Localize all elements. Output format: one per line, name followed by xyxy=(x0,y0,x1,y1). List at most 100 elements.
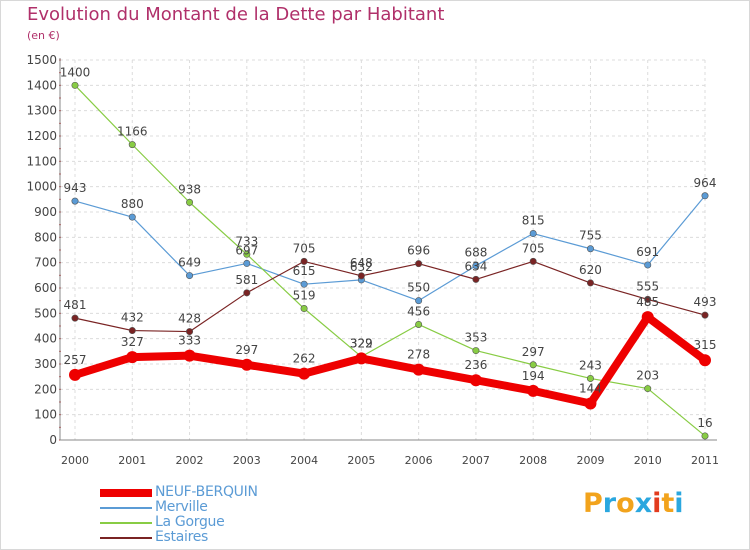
point-merville xyxy=(472,262,480,270)
point-estaires xyxy=(243,289,251,297)
legend-label-merville: Merville xyxy=(155,499,208,515)
data-label-neuf-berquin: 485 xyxy=(636,295,659,309)
logo-letter: i xyxy=(652,488,662,519)
data-label-neuf-berquin: 297 xyxy=(235,343,258,357)
data-label-neuf-berquin: 257 xyxy=(64,353,87,367)
point-la-gorgue xyxy=(128,141,136,149)
data-label-la-gorgue: 456 xyxy=(407,304,430,318)
data-label-neuf-berquin: 262 xyxy=(293,352,316,366)
chart-subtitle: (en €) xyxy=(27,29,60,42)
y-tick-label: 500 xyxy=(34,306,57,320)
point-neuf-berquin xyxy=(412,363,425,376)
logo-letter: t xyxy=(661,488,675,519)
data-label-merville: 632 xyxy=(350,260,373,274)
point-estaires xyxy=(300,257,308,265)
y-tick-label: 800 xyxy=(34,230,57,244)
data-label-la-gorgue: 329 xyxy=(350,337,373,351)
point-merville xyxy=(529,230,537,238)
point-estaires xyxy=(128,327,136,335)
point-la-gorgue xyxy=(415,320,423,328)
data-label-merville: 815 xyxy=(522,214,545,228)
x-tick-label: 2001 xyxy=(118,454,146,467)
legend-label-neuf-berquin: NEUF-BERQUIN xyxy=(155,484,258,500)
data-label-la-gorgue: 519 xyxy=(293,289,316,303)
data-label-estaires: 634 xyxy=(464,259,487,273)
y-tick-label: 900 xyxy=(34,205,57,219)
y-tick-label: 700 xyxy=(34,256,57,270)
point-neuf-berquin xyxy=(240,358,253,371)
legend-swatch-merville xyxy=(100,507,152,509)
data-label-estaires: 705 xyxy=(522,241,545,255)
data-label-la-gorgue: 297 xyxy=(522,345,545,359)
point-estaires xyxy=(586,279,594,287)
y-tick-label: 100 xyxy=(34,408,57,422)
logo-letter: P xyxy=(583,488,603,519)
point-estaires xyxy=(644,295,652,303)
legend-swatch-neuf-berquin xyxy=(100,489,152,497)
data-label-estaires: 555 xyxy=(636,279,659,293)
logo-letter: i xyxy=(674,488,684,519)
point-estaires xyxy=(701,311,709,319)
point-merville xyxy=(186,272,194,280)
chart-title: Evolution du Montant de la Dette par Hab… xyxy=(27,4,445,25)
point-la-gorgue xyxy=(300,305,308,313)
y-tick-label: 1300 xyxy=(26,104,57,118)
legend-label-la-gorgue: La Gorgue xyxy=(155,514,225,530)
plot-area xyxy=(60,60,707,440)
data-label-merville: 943 xyxy=(64,181,87,195)
data-label-estaires: 620 xyxy=(579,263,602,277)
point-merville xyxy=(300,280,308,288)
data-label-estaires: 648 xyxy=(350,256,373,270)
data-label-la-gorgue: 353 xyxy=(464,331,487,345)
point-neuf-berquin xyxy=(699,354,711,367)
point-neuf-berquin xyxy=(584,397,597,410)
data-label-neuf-berquin: 194 xyxy=(522,369,545,383)
point-neuf-berquin xyxy=(126,351,139,364)
x-tick-label: 2006 xyxy=(405,454,433,467)
data-label-neuf-berquin: 333 xyxy=(178,334,201,348)
point-la-gorgue xyxy=(71,81,79,89)
data-label-neuf-berquin: 327 xyxy=(121,335,144,349)
point-la-gorgue xyxy=(472,347,480,355)
series-line-estaires xyxy=(74,260,706,333)
y-tick-label: 300 xyxy=(34,357,57,371)
point-estaires xyxy=(529,257,537,265)
series-line-merville xyxy=(74,195,706,302)
point-la-gorgue xyxy=(586,374,594,382)
logo-letter: x xyxy=(634,488,653,519)
point-neuf-berquin xyxy=(355,352,368,365)
y-tick-label: 200 xyxy=(34,382,57,396)
data-label-la-gorgue: 1400 xyxy=(60,65,91,79)
point-estaires xyxy=(472,275,480,283)
data-label-merville: 755 xyxy=(579,229,602,243)
x-tick-label: 2002 xyxy=(176,454,204,467)
data-label-estaires: 428 xyxy=(178,312,201,326)
y-tick-label: 400 xyxy=(34,332,57,346)
data-label-neuf-berquin: 278 xyxy=(407,348,430,362)
y-tick-label: 0 xyxy=(49,433,57,447)
logo-letter: o xyxy=(616,488,635,519)
point-estaires xyxy=(415,260,423,268)
proxiti-logo: Proxiti xyxy=(583,488,684,519)
data-label-la-gorgue: 16 xyxy=(697,416,712,430)
series-line-la-gorgue xyxy=(74,84,706,437)
point-merville xyxy=(701,192,709,200)
point-merville xyxy=(644,261,652,269)
point-merville xyxy=(415,297,423,305)
legend-swatch-la-gorgue xyxy=(100,522,152,524)
data-label-neuf-berquin: 322 xyxy=(350,336,373,350)
data-label-merville: 964 xyxy=(694,176,717,190)
data-label-merville: 615 xyxy=(293,264,316,278)
x-tick-label: 2010 xyxy=(634,454,662,467)
data-label-merville: 691 xyxy=(636,245,659,259)
data-label-merville: 697 xyxy=(235,243,258,257)
point-estaires xyxy=(186,328,194,336)
logo-letter: r xyxy=(602,488,617,519)
x-tick-label: 2009 xyxy=(576,454,604,467)
point-estaires xyxy=(71,314,79,322)
y-tick-label: 1100 xyxy=(26,154,57,168)
point-la-gorgue xyxy=(186,198,194,206)
y-tick-label: 1400 xyxy=(26,78,57,92)
legend-swatch-estaires xyxy=(100,537,152,539)
